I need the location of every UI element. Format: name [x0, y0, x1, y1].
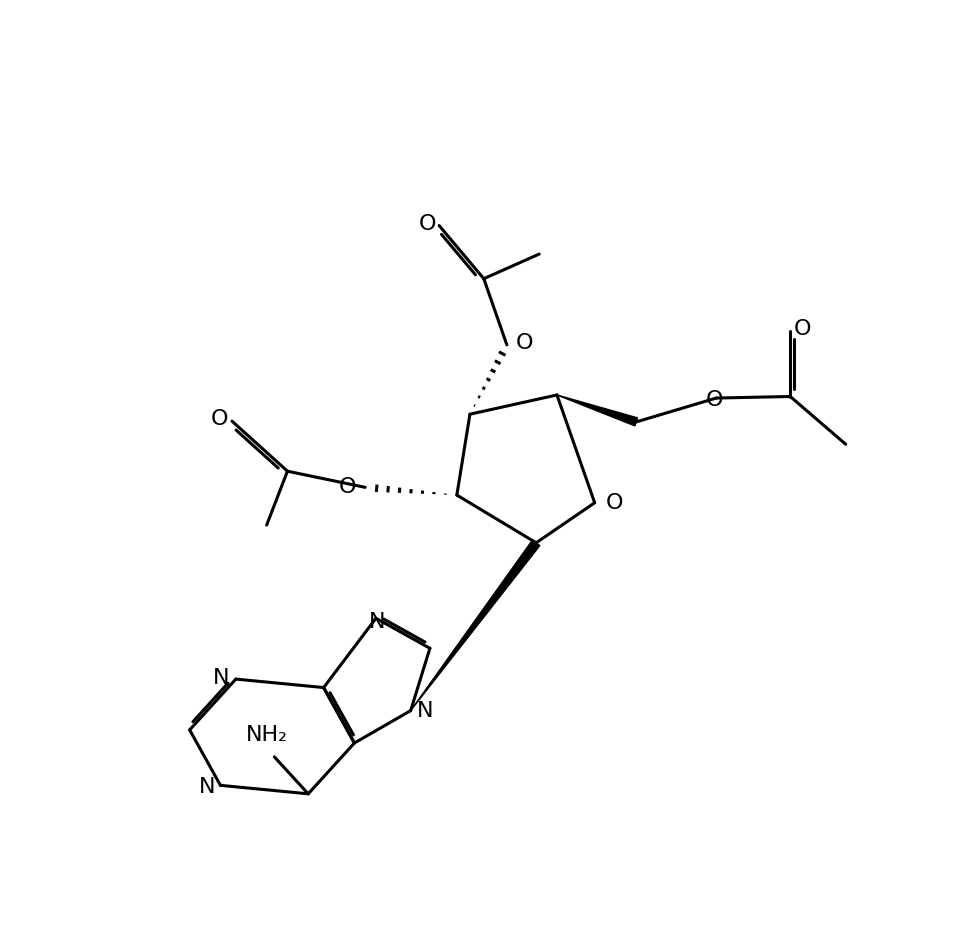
Polygon shape — [557, 395, 638, 426]
Text: O: O — [210, 409, 228, 429]
Text: NH₂: NH₂ — [246, 725, 288, 745]
Text: N: N — [417, 700, 433, 721]
Text: N: N — [200, 777, 216, 797]
Text: O: O — [605, 493, 623, 512]
Text: O: O — [516, 333, 533, 353]
Text: O: O — [706, 390, 724, 409]
Text: O: O — [419, 214, 436, 234]
Polygon shape — [411, 540, 540, 711]
Text: N: N — [213, 668, 229, 687]
Text: O: O — [794, 319, 812, 339]
Text: N: N — [369, 612, 386, 632]
Text: O: O — [338, 477, 356, 498]
